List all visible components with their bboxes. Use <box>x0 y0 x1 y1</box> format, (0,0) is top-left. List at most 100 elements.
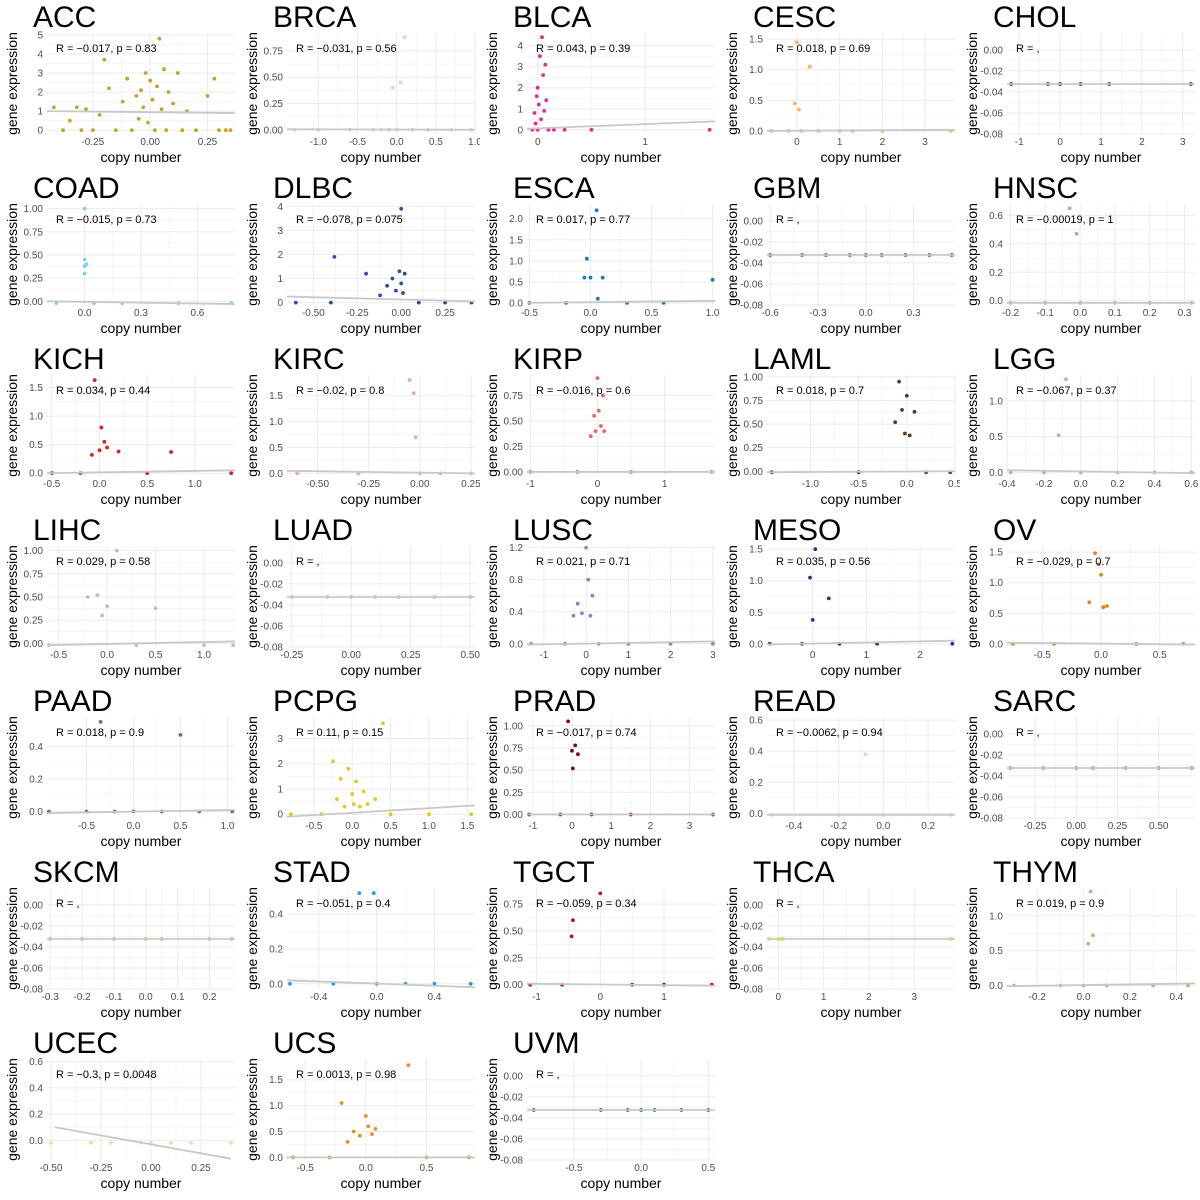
panel-title: LGG <box>993 343 1056 376</box>
x-tick-label: 0.0 <box>359 1163 373 1174</box>
y-tick-label: 0.0 <box>749 126 763 137</box>
x-tick-label: 0.25 <box>198 137 218 148</box>
y-tick-label: 0.0 <box>269 979 283 990</box>
panel-coad: 0.0 0.3 0.6 0.00 0.25 0.50 0.75 1.00 COAD R = −0.… <box>0 171 240 342</box>
y-tick-label: 0.0 <box>989 639 1003 650</box>
data-point <box>159 107 164 112</box>
minor-gridlines <box>287 375 475 476</box>
data-point <box>427 812 431 817</box>
data-point <box>797 107 801 112</box>
x-axis-label: copy number <box>821 491 902 507</box>
y-tick-label: 0.50 <box>24 250 44 261</box>
y-tick-label: 0.50 <box>504 926 524 937</box>
x-tick-label: 1 <box>662 479 668 490</box>
y-tick-label: 0.75 <box>504 391 524 402</box>
data-point <box>826 596 831 601</box>
correlation-annotation: R = −0.3, p = 0.0048 <box>56 1069 157 1081</box>
y-tick-label: 0.25 <box>24 616 44 627</box>
data-point <box>91 128 95 133</box>
correlation-annotation: R = , <box>536 1069 560 1081</box>
data-point <box>97 448 102 453</box>
y-tick-label: 0.25 <box>744 443 764 454</box>
trend-line <box>46 300 236 305</box>
data-point <box>89 1141 93 1145</box>
y-tick-label: 0.5 <box>29 440 43 451</box>
data-point <box>584 545 588 550</box>
panel-svg: -0.5 0.0 0.5 1.0 1.5 0 1 2 3 PCPG R = 0.11, p = 0.… <box>244 685 476 849</box>
y-axis-label: gene expression <box>4 887 20 990</box>
y-tick-label: -0.08 <box>980 130 1003 141</box>
major-gridlines <box>1007 33 1195 135</box>
panel-title: BLCA <box>513 1 591 34</box>
data-points <box>527 208 715 305</box>
panel-svg: -1 0 1 0.00 0.25 0.50 0.75 KIRP R = −0.016, p = … <box>484 343 715 507</box>
data-point <box>49 1141 53 1145</box>
x-axis-label: copy number <box>101 833 182 849</box>
data-point <box>710 277 715 282</box>
x-tick-label: 0.0 <box>900 479 914 490</box>
major-gridlines <box>1007 204 1195 305</box>
x-tick-label: 0.5 <box>420 1163 434 1174</box>
x-axis-label: copy number <box>101 320 182 336</box>
x-tick-label: 0.0 <box>584 308 598 319</box>
x-tick-label: -0.5 <box>349 137 367 148</box>
x-tick-label: -0.1 <box>1037 308 1055 319</box>
correlation-annotation: R = −0.051, p = 0.4 <box>296 898 391 910</box>
data-point <box>544 98 549 103</box>
data-point <box>893 420 898 425</box>
y-tick-label: -0.02 <box>980 750 1003 761</box>
correlation-annotation: R = 0.035, p = 0.56 <box>776 556 870 568</box>
x-tick-label: 0.5 <box>140 479 154 490</box>
y-tick-label: -0.08 <box>980 814 1003 825</box>
minor-gridlines <box>767 546 955 647</box>
data-point <box>539 117 543 122</box>
data-point <box>900 408 904 412</box>
x-tick-label: 0.3 <box>134 308 148 319</box>
x-axis-label: copy number <box>821 833 902 849</box>
x-tick-label: -0.25 <box>346 308 369 319</box>
y-tick-label: 0.75 <box>744 396 764 407</box>
y-tick-label: 0.4 <box>29 1083 43 1094</box>
x-tick-label: 3 <box>1180 137 1186 148</box>
data-point <box>388 812 393 817</box>
data-point <box>469 812 474 817</box>
x-tick-label: 0 <box>598 992 604 1003</box>
panel-uvm: -0.5 0.0 0.5 0.00 -0.02 -0.04 -0.06 -0.08 UVM R =… <box>480 1026 720 1197</box>
panel-pcpg: -0.5 0.0 0.5 1.0 1.5 0 1 2 3 PCPG R = 0.11, p = 0.… <box>240 684 480 855</box>
x-tick-label: 0 <box>535 137 541 148</box>
correlation-annotation: R = 0.034, p = 0.44 <box>56 385 150 397</box>
x-tick-label: -0.25 <box>90 1163 113 1174</box>
data-point <box>105 604 109 609</box>
x-axis-label: copy number <box>581 833 662 849</box>
data-points <box>769 40 953 133</box>
panel-luad: -0.25 0.00 0.25 0.50 0.00 -0.02 -0.04 -0.06 -0.0… <box>240 513 480 684</box>
y-tick-label: 0.25 <box>504 788 524 799</box>
x-tick-label: 1.0 <box>468 137 480 148</box>
panel-tgct: -1 0 1 0.00 0.25 0.50 0.75 TGCT R = −0.059, p = … <box>480 855 720 1026</box>
data-point <box>102 439 107 444</box>
y-tick-label: -0.04 <box>980 87 1003 98</box>
y-axis-label: gene expression <box>244 203 260 306</box>
panel-meso: 0 1 2 0.0 0.5 1.0 1.5 MESO R = 0.035, p = 0.56 co… <box>720 513 960 684</box>
y-tick-label: 0.4 <box>29 742 43 753</box>
major-gridlines <box>287 375 475 476</box>
data-point <box>402 35 407 40</box>
panel-title: PCPG <box>273 685 358 718</box>
x-axis-label: copy number <box>1061 833 1142 849</box>
y-tick-label: 0.4 <box>989 239 1003 250</box>
y-tick-label: -0.04 <box>20 942 43 953</box>
data-point <box>354 779 358 784</box>
panel-gbm: -0.6 -0.3 0.0 0.3 0.00 -0.02 -0.04 -0.06 -0.08 GB… <box>720 171 960 342</box>
data-point <box>228 128 233 133</box>
data-point <box>164 128 169 133</box>
correlation-annotation: R = , <box>776 898 800 910</box>
y-tick-label: 0.5 <box>269 1127 283 1138</box>
data-point <box>373 1127 378 1131</box>
y-tick-label: -0.08 <box>740 985 763 996</box>
y-tick-label: 0.25 <box>504 442 524 453</box>
y-axis-label: gene expression <box>724 374 740 477</box>
y-axis-label: gene expression <box>724 887 740 990</box>
x-axis-label: copy number <box>821 662 902 678</box>
